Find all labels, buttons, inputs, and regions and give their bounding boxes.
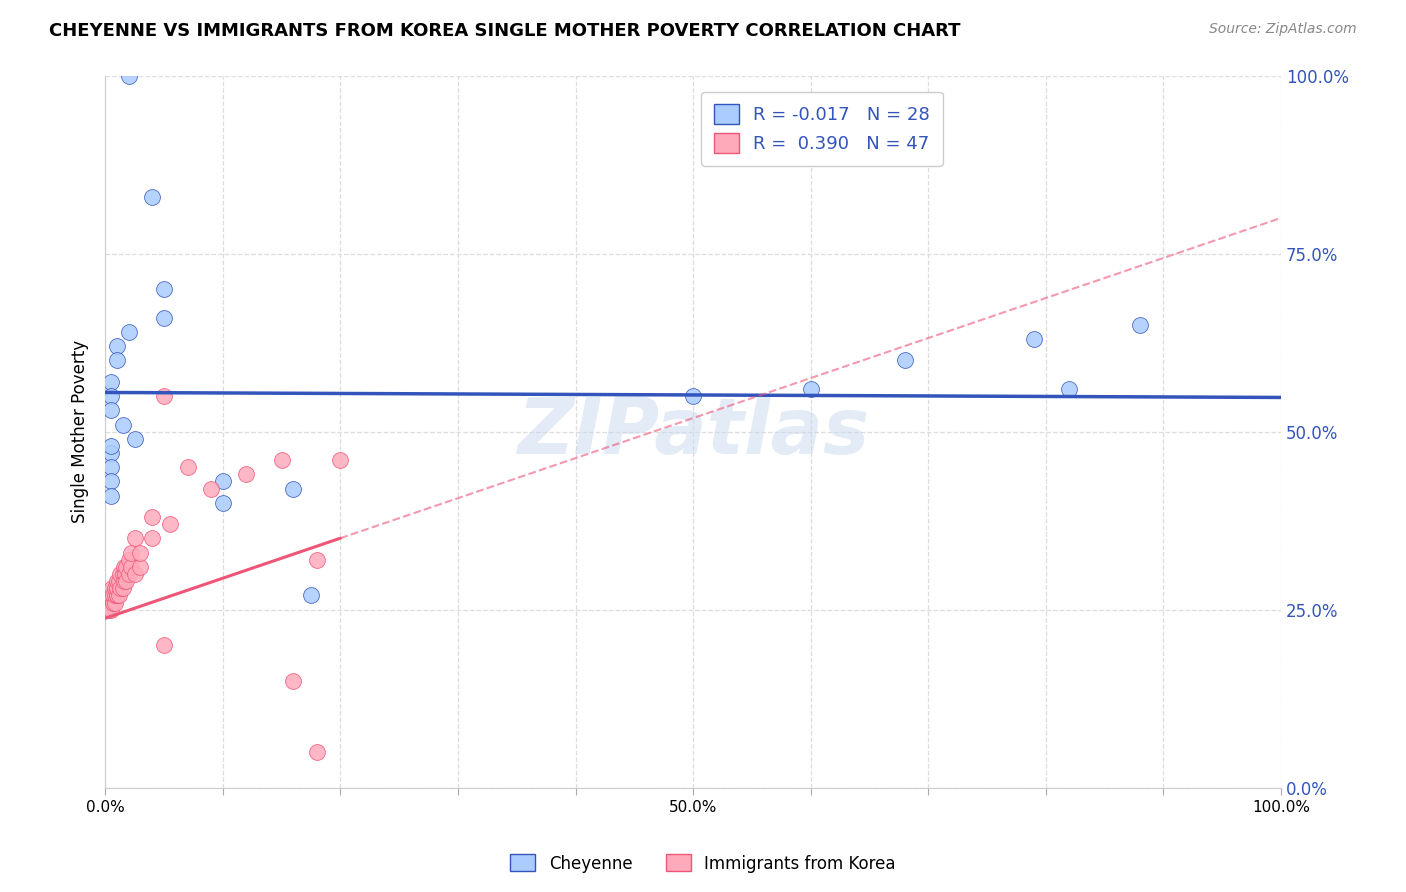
Point — [97, 603, 120, 617]
Point — [141, 510, 163, 524]
Point — [159, 517, 181, 532]
Point — [118, 553, 141, 567]
Point — [105, 582, 128, 596]
Point — [105, 339, 128, 353]
Point — [153, 638, 176, 652]
Point — [893, 353, 915, 368]
Point — [115, 560, 138, 574]
Point — [105, 589, 128, 603]
Point — [100, 475, 122, 489]
Point — [105, 589, 128, 603]
Point — [141, 532, 163, 546]
Point — [97, 596, 120, 610]
Point — [105, 582, 128, 596]
Point — [111, 417, 134, 432]
Point — [305, 745, 328, 759]
Point — [108, 589, 131, 603]
Point — [283, 673, 305, 688]
Point — [118, 325, 141, 339]
Point — [105, 574, 128, 589]
Y-axis label: Single Mother Poverty: Single Mother Poverty — [72, 340, 89, 524]
Point — [153, 310, 176, 325]
Point — [299, 589, 322, 603]
Text: Source: ZipAtlas.com: Source: ZipAtlas.com — [1209, 22, 1357, 37]
Point — [1129, 318, 1152, 332]
Point — [1059, 382, 1081, 396]
Point — [100, 460, 122, 475]
Point — [305, 553, 328, 567]
Point — [329, 453, 352, 467]
Point — [682, 389, 704, 403]
Point — [100, 489, 122, 503]
Point — [110, 567, 132, 582]
Point — [104, 589, 127, 603]
Point — [129, 546, 152, 560]
Point — [124, 532, 146, 546]
Point — [176, 460, 198, 475]
Point — [115, 574, 138, 589]
Point — [104, 582, 127, 596]
Point — [112, 560, 135, 574]
Legend: Cheyenne, Immigrants from Korea: Cheyenne, Immigrants from Korea — [503, 847, 903, 880]
Point — [100, 589, 122, 603]
Point — [114, 567, 136, 582]
Point — [100, 389, 122, 403]
Point — [104, 596, 127, 610]
Point — [100, 403, 122, 417]
Point — [100, 446, 122, 460]
Point — [112, 574, 135, 589]
Point — [211, 475, 233, 489]
Point — [800, 382, 823, 396]
Point — [118, 567, 141, 582]
Point — [1022, 332, 1045, 346]
Legend: R = -0.017   N = 28, R =  0.390   N = 47: R = -0.017 N = 28, R = 0.390 N = 47 — [702, 92, 942, 166]
Point — [100, 439, 122, 453]
Point — [153, 389, 176, 403]
Point — [200, 482, 222, 496]
Point — [105, 353, 128, 368]
Point — [124, 432, 146, 446]
Point — [120, 546, 142, 560]
Text: ZIPatlas: ZIPatlas — [517, 393, 869, 469]
Point — [129, 560, 152, 574]
Text: CHEYENNE VS IMMIGRANTS FROM KOREA SINGLE MOTHER POVERTY CORRELATION CHART: CHEYENNE VS IMMIGRANTS FROM KOREA SINGLE… — [49, 22, 960, 40]
Point — [118, 69, 141, 83]
Point — [110, 582, 132, 596]
Point — [100, 603, 122, 617]
Point — [211, 496, 233, 510]
Point — [108, 574, 131, 589]
Point — [111, 567, 134, 582]
Point — [103, 589, 125, 603]
Point — [141, 189, 163, 203]
Point — [124, 567, 146, 582]
Point — [283, 482, 305, 496]
Point — [101, 582, 124, 596]
Point — [120, 560, 142, 574]
Point — [235, 467, 257, 482]
Point — [153, 282, 176, 296]
Point — [270, 453, 292, 467]
Point — [100, 589, 122, 603]
Point — [100, 375, 122, 389]
Point — [111, 582, 134, 596]
Point — [103, 596, 125, 610]
